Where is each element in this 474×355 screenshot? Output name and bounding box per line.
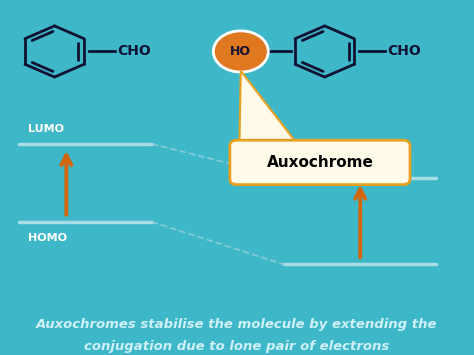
Circle shape — [213, 31, 268, 72]
Text: CHO: CHO — [387, 44, 421, 59]
Text: Auxochromes stabilise the molecule by extending the: Auxochromes stabilise the molecule by ex… — [36, 318, 438, 331]
Text: conjugation due to lone pair of electrons: conjugation due to lone pair of electron… — [84, 340, 390, 353]
Polygon shape — [239, 71, 299, 146]
Text: HOMO: HOMO — [28, 233, 67, 242]
Text: LUMO: LUMO — [28, 124, 64, 134]
Text: Auxochrome: Auxochrome — [266, 155, 374, 170]
FancyBboxPatch shape — [230, 140, 410, 185]
Text: CHO: CHO — [117, 44, 151, 59]
Text: HO: HO — [230, 45, 251, 58]
